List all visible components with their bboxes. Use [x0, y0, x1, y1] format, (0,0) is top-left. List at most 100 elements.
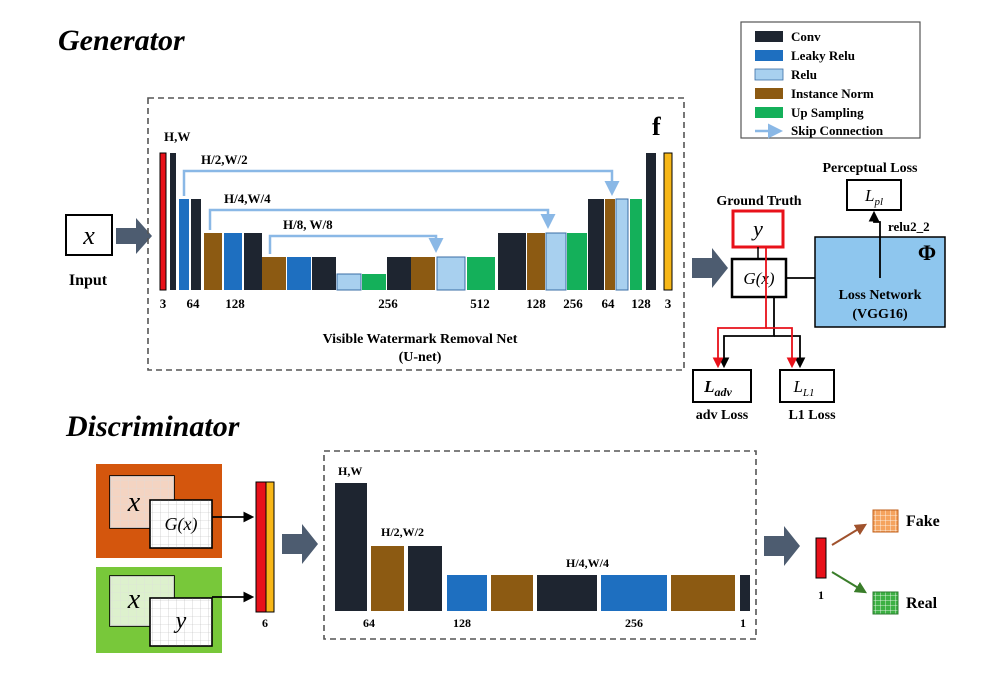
unet-layer-relu [436, 256, 466, 291]
ground-truth-box [731, 209, 785, 249]
adv-loss-box [692, 369, 752, 403]
disc-layer-conv [408, 546, 442, 611]
gen-res-label: H/4,W/4 [224, 191, 271, 206]
fake-icon [872, 509, 899, 533]
disc-layer-leaky-relu [447, 575, 487, 611]
disc-input-red [255, 481, 267, 613]
unet-layer-up-sampling [567, 233, 587, 290]
perceptual-loss-box [846, 179, 902, 211]
unet-layer-conv [498, 233, 526, 290]
l1-loss-box [779, 369, 835, 403]
unet-layer-conv [244, 233, 262, 290]
disc-input-arrow [282, 524, 318, 564]
adv-loss-symbol: Ladv [703, 377, 732, 399]
gen-channel-label: 128 [631, 296, 651, 311]
disc-res-label: H/4,W/4 [566, 556, 609, 570]
generated-symbol: G(x) [743, 269, 774, 288]
legend-swatch-instance-norm [755, 88, 783, 99]
unet-layer-instance-norm [411, 257, 435, 290]
gen-channel-label: 3 [665, 296, 672, 311]
generator-title: Generator [58, 24, 185, 57]
unet-layer-instance-norm [605, 199, 615, 290]
real-arrow [831, 571, 868, 594]
disc-frame [323, 450, 757, 640]
ladv-sub: adv [715, 385, 733, 399]
unet-layer-conv [170, 153, 176, 290]
disc-channel-label: 128 [453, 616, 471, 630]
gen-channel-label: 256 [378, 296, 398, 311]
unet-layer-conv [387, 257, 411, 290]
y-to-adv-red [712, 247, 767, 369]
gen-res-label: H/8, W/8 [283, 217, 333, 232]
disc-layer-conv [335, 483, 367, 611]
gen-channel-label: 512 [470, 296, 490, 311]
unet-input-layer [159, 152, 167, 291]
real-pair-y-symbol: y [174, 608, 187, 634]
net-caption-sub: (U-net) [399, 350, 442, 365]
disc-channel-label: 1 [740, 616, 746, 630]
fake-pair-gx-grid [150, 500, 212, 548]
input-box [65, 214, 113, 256]
gen-res-label: H,W [164, 129, 190, 144]
fake-label: Fake [906, 513, 940, 530]
gx-to-l1-black [774, 335, 806, 369]
lpl-main: L [864, 186, 874, 205]
disc-layer-instance-norm [371, 546, 404, 611]
gen-channel-label: 3 [160, 296, 167, 311]
real-pair-x-symbol: x [127, 584, 141, 615]
ll1-sub: L1 [802, 387, 815, 399]
unet-output-layer [663, 152, 673, 291]
gen-channel-label: 64 [602, 296, 616, 311]
gen-channel-labels: 3 64 128 256 512 128 256 64 128 3 [160, 296, 672, 311]
legend-swatch-up-sampling [755, 107, 783, 118]
legend-label: Relu [791, 67, 817, 82]
loss-network-label: Loss Network [839, 288, 922, 303]
unet-layer-conv [191, 199, 201, 290]
ground-truth-symbol: y [751, 216, 763, 241]
legend-label: Instance Norm [791, 86, 874, 101]
disc-output-arrow [764, 526, 800, 566]
legend-label: Up Sampling [791, 105, 864, 120]
ladv-main: L [703, 377, 714, 396]
fake-pair-gx-symbol: G(x) [165, 514, 198, 535]
gen-channel-label: 128 [526, 296, 546, 311]
disc-res-label: H,W [338, 464, 362, 478]
unet-layer-up-sampling [630, 199, 642, 290]
unet-layer-up-sampling [467, 257, 495, 290]
unet-layers [159, 152, 673, 291]
generated-box [730, 257, 788, 299]
unet-layer-conv [312, 257, 336, 290]
loss-network-to-lpl [868, 210, 881, 278]
gen-channel-label: 128 [225, 296, 245, 311]
disc-layer-leaky-relu [601, 575, 667, 611]
gx-to-adv-black [718, 297, 775, 369]
legend-label: Conv [791, 29, 821, 44]
disc-channel-label: 256 [625, 616, 643, 630]
perceptual-loss-label: Perceptual Loss [822, 161, 918, 176]
unet-frame [147, 97, 685, 371]
disc-layer-conv [740, 575, 750, 611]
unet-layer-relu [615, 198, 629, 291]
input-symbol: x [82, 221, 95, 250]
disc-layer-conv [537, 575, 597, 611]
input-label: Input [69, 272, 108, 289]
disc-res-label: H/2,W/2 [381, 525, 424, 539]
l1-loss-symbol: LL1 [792, 377, 814, 399]
gen-channel-label: 64 [187, 296, 201, 311]
legend-swatch-leaky-relu [755, 50, 783, 61]
legend-label: Leaky Relu [791, 48, 855, 63]
legend: Conv Leaky Relu Relu Instance Norm Up Sa… [740, 21, 921, 139]
loss-network-box [814, 236, 946, 328]
y-to-l1-red [766, 327, 798, 369]
adv-loss-caption: adv Loss [696, 408, 749, 423]
unet-layer-conv [646, 153, 656, 290]
gen-res-label: H/2,W/2 [201, 152, 248, 167]
lpl-sub: pl [873, 196, 883, 208]
ground-truth-label: Ground Truth [716, 194, 801, 209]
unet-layer-relu [545, 232, 567, 291]
real-label: Real [906, 595, 938, 612]
disc-layers [335, 483, 750, 611]
net-caption: Visible Watermark Removal Net [323, 332, 518, 347]
unet-layer-instance-norm [262, 257, 286, 290]
